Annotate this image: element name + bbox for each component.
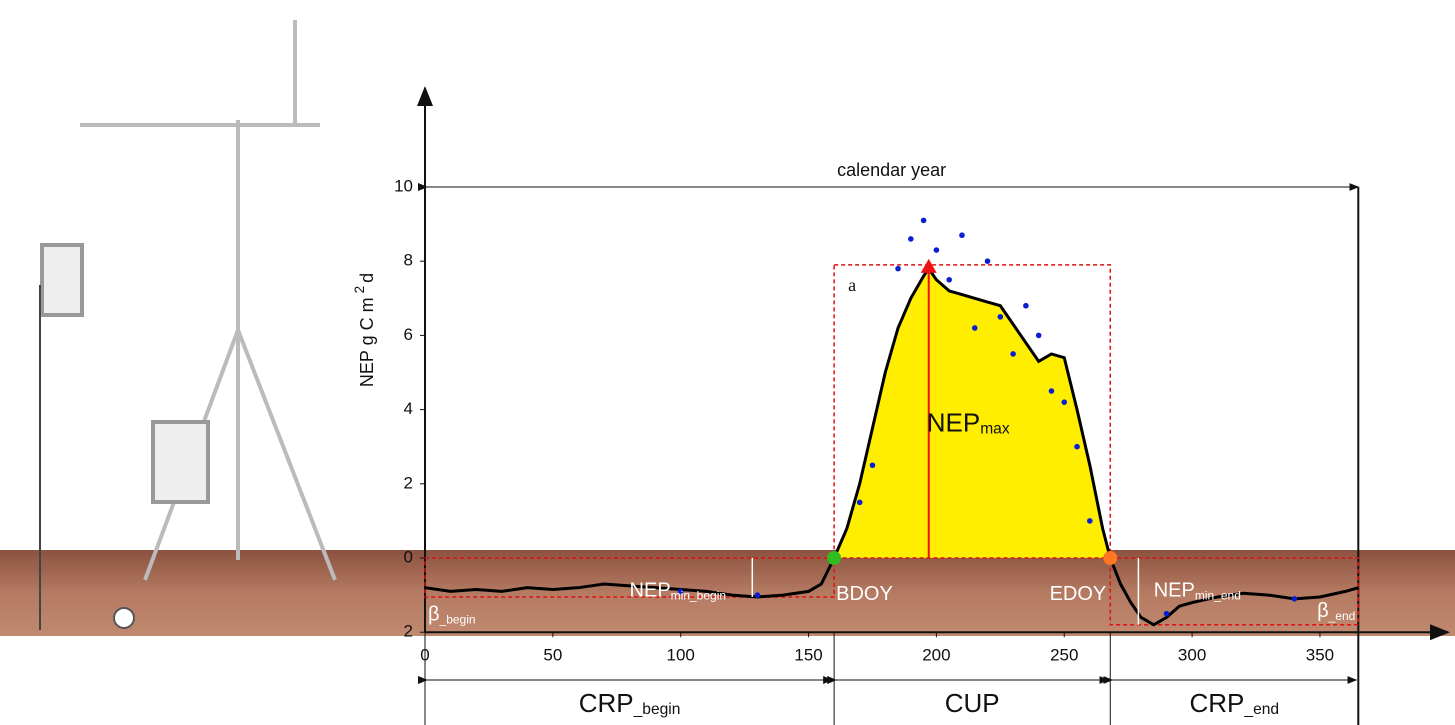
y-tick-label: 4 — [404, 399, 413, 418]
y-label-main: NEP g C m — [357, 297, 377, 387]
weather-station — [39, 20, 337, 630]
obs-point — [1163, 610, 1170, 617]
obs-point — [677, 588, 684, 595]
beta-begin-label-main: β — [428, 604, 440, 626]
period-label-sub: _end — [1243, 701, 1279, 718]
x-tick-label: 250 — [1050, 646, 1078, 665]
beta-end-label-sub: _end — [1328, 609, 1356, 623]
y-tick-label: 8 — [404, 251, 413, 270]
y-tick-label: 6 — [404, 325, 413, 344]
period-label: CUP — [945, 688, 1000, 718]
obs-point — [754, 592, 761, 598]
peak-box — [833, 264, 1112, 559]
obs-point — [895, 265, 901, 272]
span-label: calendar year — [837, 160, 946, 180]
beta-end-label: β_end — [1317, 600, 1355, 623]
x-tick-label: 200 — [922, 646, 950, 665]
obs-point — [933, 247, 940, 253]
x-tick-label: 100 — [667, 646, 695, 665]
box-label: a — [848, 275, 856, 295]
beta-begin-label-sub: _begin — [439, 613, 476, 627]
nep-min-begin-label-main: NEP — [630, 580, 671, 602]
obs-point — [1061, 399, 1068, 405]
obs-point — [1048, 388, 1055, 394]
obs-point — [908, 236, 914, 242]
nep-min-end-label: NEPmin_end — [1154, 580, 1241, 603]
obs-point — [1010, 351, 1016, 357]
obs-point — [946, 276, 952, 283]
x-tick-label: 150 — [794, 646, 822, 665]
obs-point — [856, 499, 863, 506]
peak-marker — [920, 258, 937, 273]
edoy-label: EDOY — [1050, 583, 1107, 605]
x-tick-label: 350 — [1306, 646, 1334, 665]
period-label-main: CRP — [579, 688, 634, 718]
nep-min-begin-label: NEPmin_begin — [630, 580, 727, 603]
nep-max-label-main: NEP — [927, 407, 980, 437]
area — [834, 268, 1111, 558]
nep-max-label: NEPmax — [927, 407, 1010, 437]
obs-point — [971, 325, 978, 331]
obs-point — [1087, 518, 1093, 524]
y-tick-label: 10 — [394, 176, 413, 195]
obs-point — [1035, 332, 1042, 339]
min-end-box — [1109, 557, 1360, 626]
nep-min-end-label-sub: min_end — [1195, 589, 1241, 603]
y-tick-label: 2 — [404, 473, 413, 492]
beta-end-label-main: β — [1317, 600, 1329, 622]
obs-point — [959, 232, 965, 239]
period-label-main: CRP — [1189, 688, 1244, 718]
obs-point — [1023, 302, 1029, 309]
nep-min-begin-label-sub: min_begin — [671, 589, 726, 603]
beta-begin-label: β_begin — [428, 604, 476, 627]
bdoy-label-main: BDOY — [836, 583, 893, 605]
obs-point — [1291, 596, 1298, 602]
y-tick-label: 2 — [404, 622, 413, 641]
obs-point — [920, 217, 927, 224]
x-tick-label: 300 — [1178, 646, 1206, 665]
y-label-tail: d — [357, 273, 377, 283]
period-label-main: CUP — [945, 688, 1000, 718]
edoy-label-main: EDOY — [1050, 583, 1107, 605]
obs-point — [869, 462, 876, 469]
y-label-sup: 2 — [352, 286, 367, 294]
bdoy-label: BDOY — [836, 583, 893, 605]
y-tick-label: 0 — [404, 547, 413, 566]
bdoy-marker — [827, 551, 842, 565]
x-tick-label: 50 — [543, 646, 562, 665]
period-label: CRP_begin — [579, 688, 681, 718]
nep-min-end-label-main: NEP — [1154, 580, 1195, 602]
obs-point — [1074, 443, 1080, 450]
edoy-marker — [1103, 551, 1118, 565]
min-begin-box — [424, 557, 835, 598]
nep-max-label-sub: max — [980, 421, 1010, 438]
period-label-sub: _begin — [633, 701, 681, 718]
period-label: CRP_end — [1189, 688, 1279, 718]
obs-point — [997, 314, 1004, 320]
y-axis-label: NEP g C m 2 d — [352, 273, 377, 387]
obs-point — [984, 258, 991, 265]
nep-line — [424, 265, 1359, 627]
